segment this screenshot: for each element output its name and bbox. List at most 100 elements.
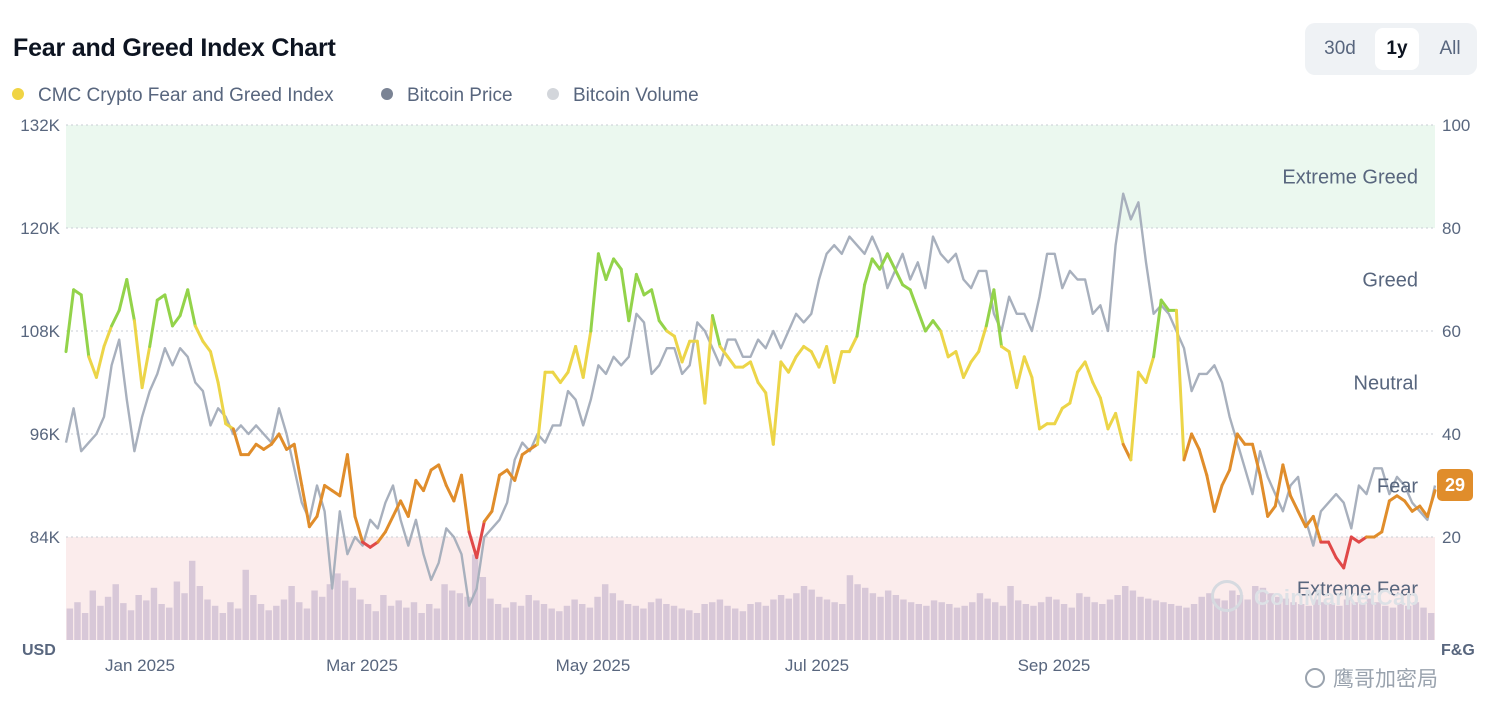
volume-bar [540,604,548,640]
brand-watermark: CoinMarketCap [1254,585,1420,610]
fg-index-segment [528,442,539,451]
volume-bar [364,604,372,640]
volume-bar [326,584,334,640]
volume-bar [953,607,961,640]
range-all-button[interactable]: All [1439,38,1461,59]
fg-index-segment [878,252,889,271]
volume-bar [655,598,662,640]
volume-bar [563,605,571,640]
overlay-watermark-icon [1305,668,1325,689]
volume-bar [464,596,471,640]
volume-bar [984,598,991,640]
volume-bar [1267,593,1274,640]
fg-index-segment [383,514,395,534]
volume-bar [1427,613,1435,640]
fg-index-segment [1106,411,1118,431]
volume-bar [1190,604,1198,640]
fg-index-segment [422,468,433,493]
volume-bar [1359,604,1366,640]
volume-bar [211,605,219,640]
volume-bar [892,595,900,640]
fg-index-segment [657,319,669,333]
volume-bar [1305,605,1313,640]
volume-bar [1412,602,1420,640]
volume-bar [311,590,318,640]
volume-bar [846,575,854,640]
coinmarketcap-logo-icon [1211,580,1243,612]
volume-bar [1351,602,1358,640]
volume-bar [227,602,234,640]
volume-bar [181,593,188,640]
fg-index-segment [64,288,76,354]
fg-index-segment [247,442,258,457]
fg-index-segment [931,319,943,333]
volume-bar [1160,602,1167,640]
range-1y-button[interactable]: 1y [1375,28,1419,70]
fg-index-segment [1038,422,1049,431]
volume-bar [701,604,708,640]
fg-index-segment [1144,355,1156,384]
volume-bar [104,596,112,640]
fg-index-segment [604,257,616,281]
volume-bar [1336,605,1343,640]
fg-index-segment [1060,401,1072,410]
fg-index-segment [672,334,684,364]
fg-index-segment [1273,463,1285,508]
volume-bar [770,599,777,640]
volume-bar [265,610,272,640]
fg-index-segment [612,257,623,271]
volume-bar [716,599,724,640]
legend-item-volume[interactable]: Bitcoin Volume [547,84,699,108]
volume-bar [686,610,693,640]
volume-bar [571,599,578,640]
volume-bar [143,600,150,640]
volume-bar [961,605,968,640]
volume-bar [586,607,594,640]
fg-index-segment [1068,370,1079,405]
volume-bar [938,602,945,640]
legend-item-index[interactable]: CMC Crypto Fear and Greed Index [12,84,334,108]
fg-index-segment [1334,556,1346,570]
fg-index-segment [863,257,874,287]
fg-index-segment [140,345,152,390]
volume-bar [303,608,311,640]
fg-index-segment [338,453,349,498]
volume-bar [471,554,479,640]
fg-index-segment [414,478,425,493]
volume-bar [250,595,257,640]
fg-index-segment [1114,411,1125,446]
fg-index-segment [323,484,334,493]
legend-dot-index [12,87,24,100]
legend-item-price[interactable]: Bitcoin Price [381,84,513,108]
range-30d-button[interactable]: 30d [1324,38,1356,59]
volume-bar [127,610,135,640]
fg-index-segment [703,314,714,405]
fg-index-segment [923,319,935,333]
volume-bar [831,602,838,640]
fg-index-segment [1136,370,1148,384]
volume-bar [1068,607,1075,640]
volume-bar [66,608,74,640]
fg-index-segment [1007,350,1019,390]
fg-index-segment [1022,355,1034,379]
volume-bar [173,581,181,640]
volume-bar [1129,590,1137,640]
volume-bar [502,607,509,640]
volume-bar [800,586,808,640]
fg-index-segment [665,329,676,338]
volume-bar [357,599,364,640]
fg-index-segment [1395,494,1407,503]
volume-bar [1366,598,1374,640]
overlay-watermark: 鹰哥加密局 [1305,663,1438,693]
volume-bar [426,604,433,640]
right-axis-tick: 60 [1442,322,1461,341]
fg-index-segment [345,453,357,518]
volume-bar [296,602,303,640]
fg-index-segment [125,278,136,323]
fg-index-segment [505,468,517,482]
fg-index-segment [307,514,319,529]
legend-dot-volume [547,87,559,100]
fg-index-segment [984,288,996,328]
volume-bar [1060,604,1068,640]
fg-index-segment [908,288,920,312]
